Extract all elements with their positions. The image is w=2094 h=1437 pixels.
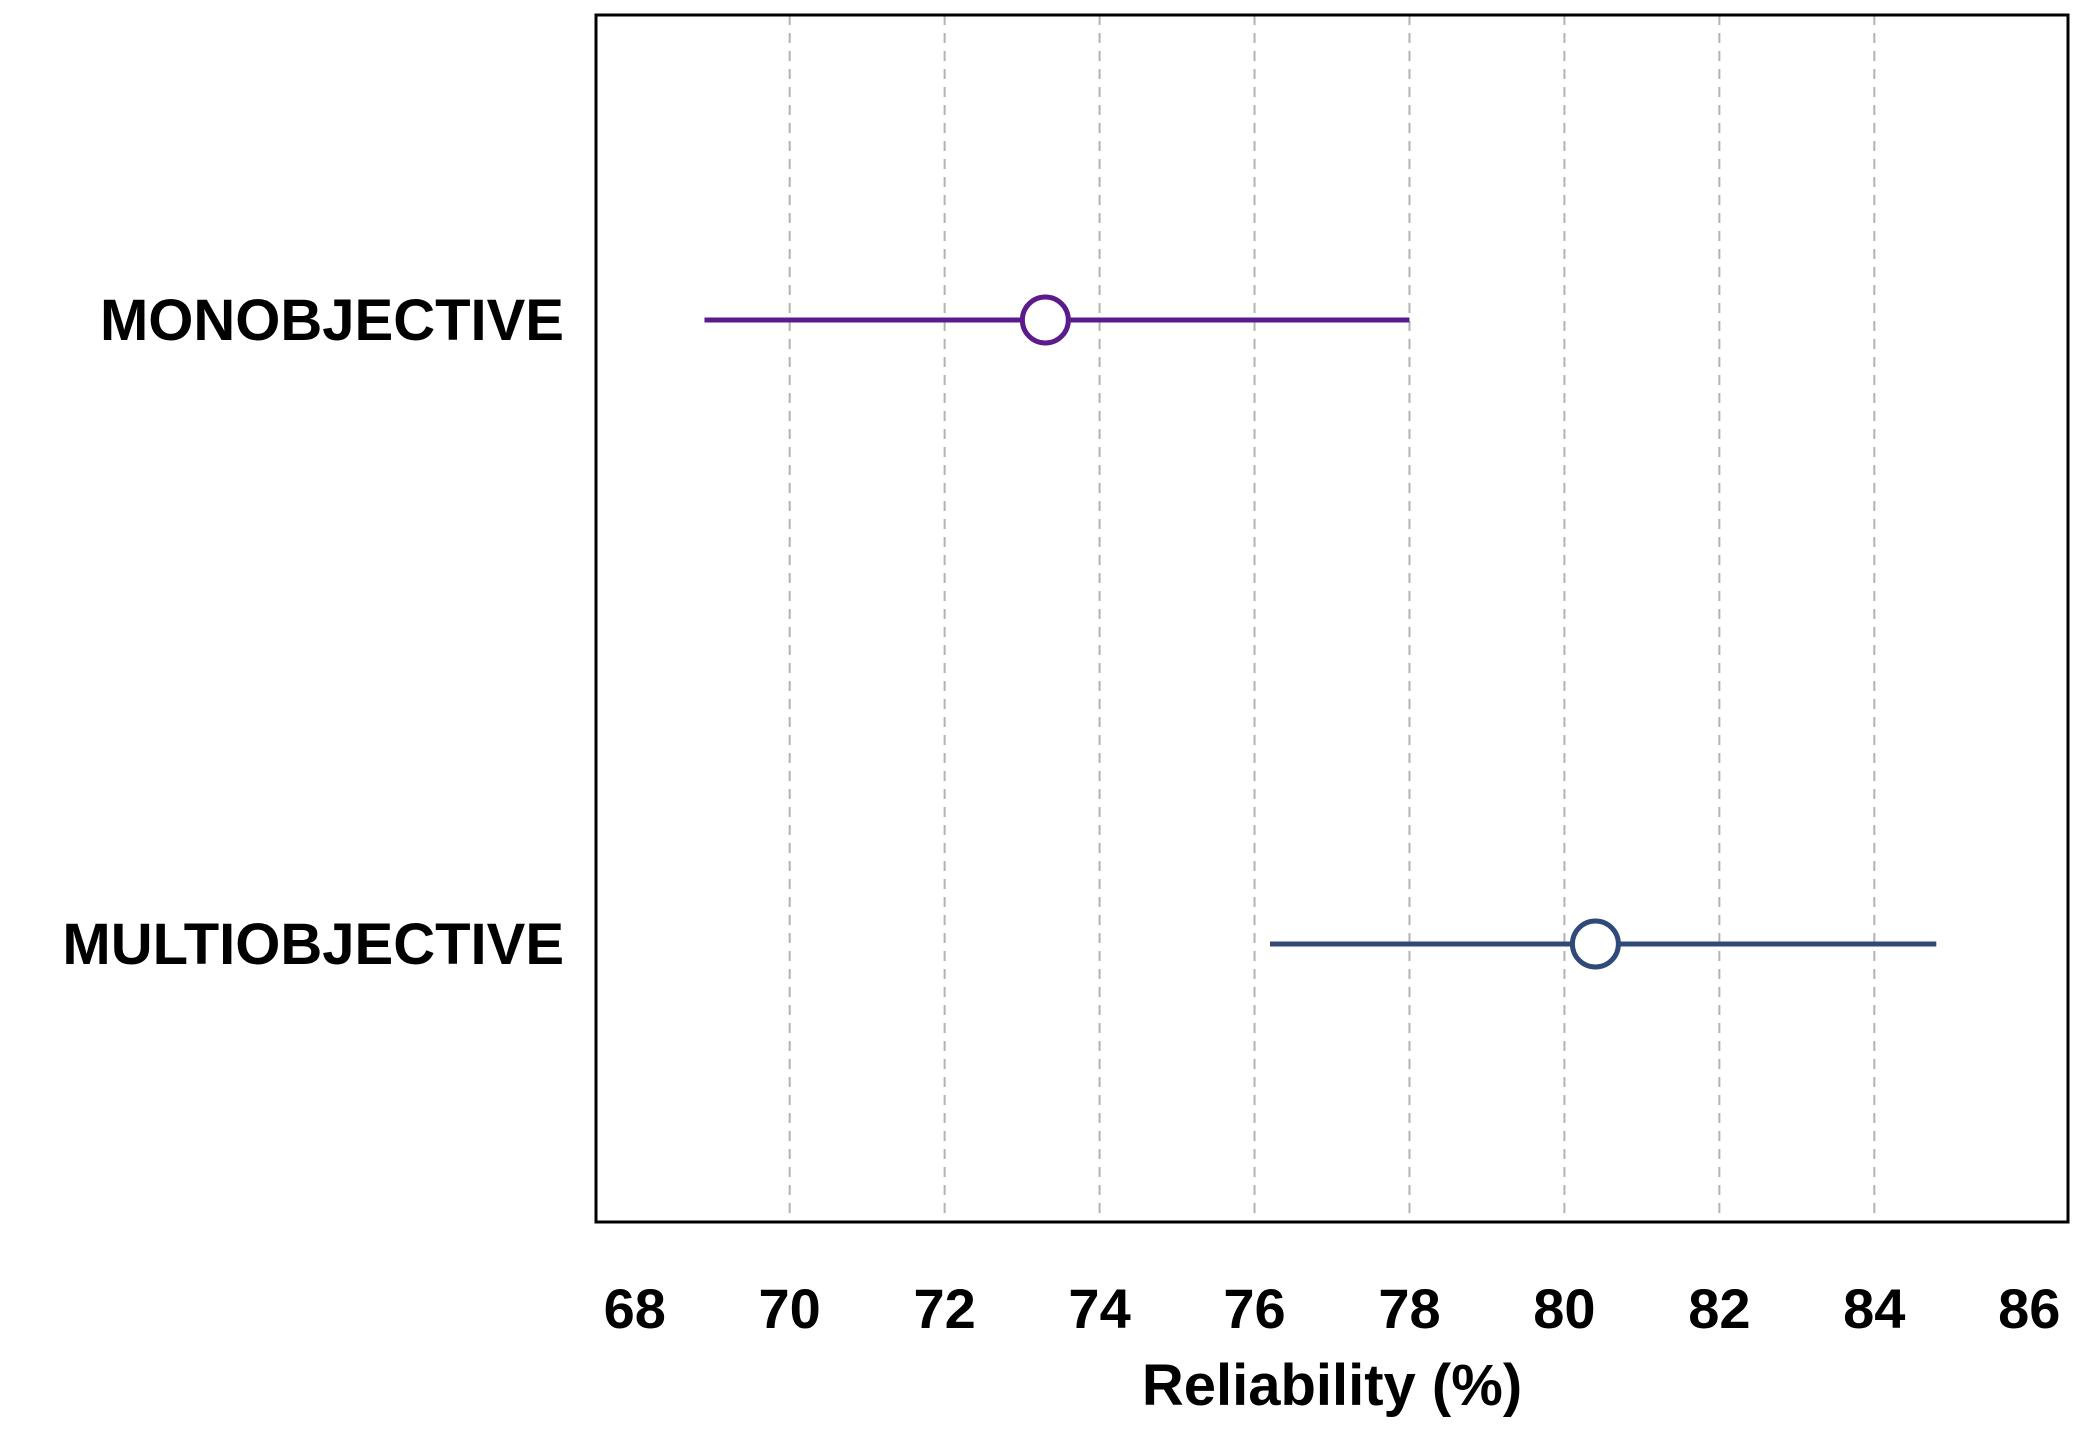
x-tick-label-80: 80 bbox=[1533, 1277, 1595, 1340]
series bbox=[704, 294, 1937, 970]
category-labels: MONOBJECTIVE MULTIOBJECTIVE bbox=[62, 288, 564, 977]
plot-frame bbox=[594, 13, 2070, 1224]
x-tick-label-78: 78 bbox=[1378, 1277, 1440, 1340]
category-label-multiobjective: MULTIOBJECTIVE bbox=[62, 912, 564, 977]
x-tick-label-76: 76 bbox=[1223, 1277, 1285, 1340]
x-axis-ticks: 68 70 72 74 76 78 80 82 84 86 bbox=[604, 1277, 2061, 1340]
gridlines bbox=[788, 15, 1876, 1222]
x-tick-label-74: 74 bbox=[1068, 1277, 1130, 1340]
point-estimate-multiobjective bbox=[1569, 918, 1621, 970]
category-label-monobjective: MONOBJECTIVE bbox=[100, 288, 564, 353]
x-axis-title: Reliability (%) bbox=[1142, 1353, 1522, 1418]
x-tick-label-68: 68 bbox=[604, 1277, 666, 1340]
x-tick-label-86: 86 bbox=[1998, 1277, 2060, 1340]
point-estimate-monobjective bbox=[1019, 294, 1071, 346]
x-tick-label-82: 82 bbox=[1688, 1277, 1750, 1340]
x-tick-label-70: 70 bbox=[759, 1277, 821, 1340]
x-tick-label-72: 72 bbox=[913, 1277, 975, 1340]
x-tick-label-84: 84 bbox=[1843, 1277, 1905, 1340]
